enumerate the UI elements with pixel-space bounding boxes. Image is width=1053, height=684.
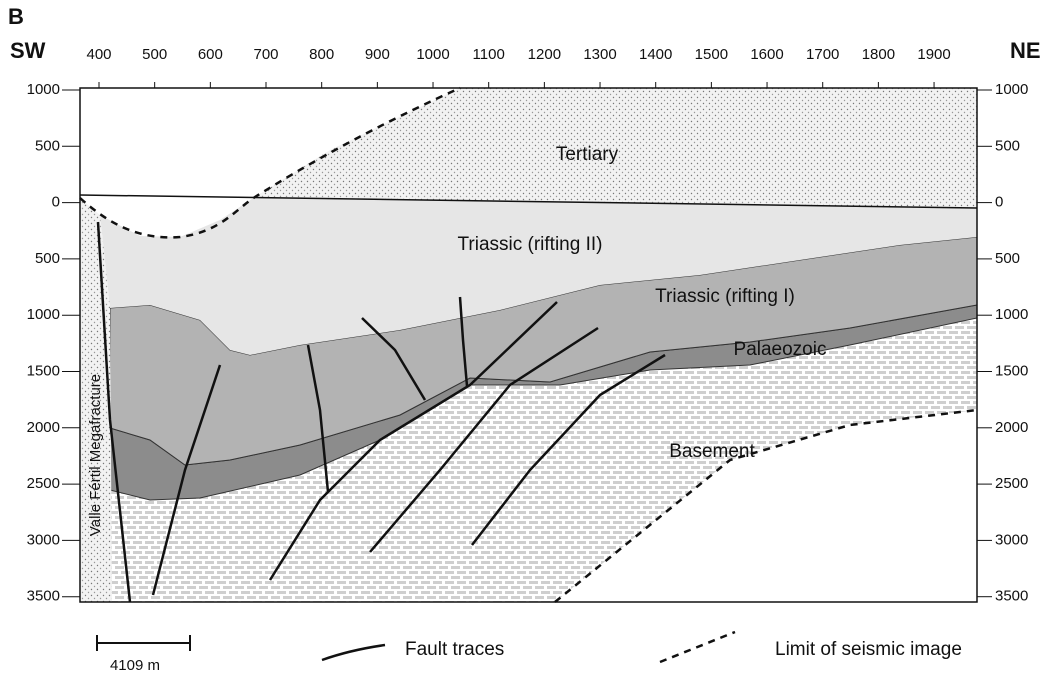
- top-tick-label: 1700: [806, 46, 839, 63]
- top-tick-label: 1800: [862, 46, 895, 63]
- right-tick-label: 500: [995, 137, 1020, 154]
- layer-label: Triassic (rifting I): [655, 286, 795, 307]
- left-tick-label: 2500: [27, 475, 60, 492]
- legend-limit: [660, 632, 735, 662]
- left-tick-label: 500: [35, 250, 60, 267]
- legend-label: Fault traces: [405, 639, 504, 660]
- top-tick-label: 1400: [639, 46, 672, 63]
- top-tick-label: 800: [309, 46, 334, 63]
- top-tick-label: 1600: [750, 46, 783, 63]
- left-tick-label: 1000: [27, 81, 60, 98]
- left-tick-label: 500: [35, 137, 60, 154]
- fracture-label: Valle Fértil Megafracture: [87, 374, 104, 536]
- top-tick-label: 500: [142, 46, 167, 63]
- top-tick-label: 400: [86, 46, 111, 63]
- top-tick-label: 700: [253, 46, 278, 63]
- left-tick-label: 1500: [27, 362, 60, 379]
- left-tick-label: 0: [52, 194, 60, 211]
- top-tick-label: 1200: [528, 46, 561, 63]
- right-tick-label: 500: [995, 250, 1020, 267]
- right-tick-label: 1500: [995, 362, 1028, 379]
- top-tick-label: 1000: [416, 46, 449, 63]
- top-tick-label: 1300: [583, 46, 616, 63]
- right-tick-label: 2500: [995, 475, 1028, 492]
- right-tick-label: 1000: [995, 81, 1028, 98]
- cross-section: B SW NE Tertiary Triassic (rifting II) T…: [0, 0, 1053, 679]
- layer-label: Tertiary: [556, 144, 619, 165]
- top-tick-label: 1100: [473, 46, 505, 63]
- top-tick-label: 1900: [917, 46, 950, 63]
- layer-label: Basement: [669, 441, 755, 462]
- left-tick-label: 3500: [27, 588, 60, 605]
- left-tick-label: 2000: [27, 419, 60, 436]
- legend: 4109 m Fault traces Limit of seismic ima…: [97, 632, 962, 674]
- left-tick-label: 3000: [27, 531, 60, 548]
- layer-label: Triassic (rifting II): [458, 234, 603, 255]
- end-label: SW: [10, 38, 46, 63]
- left-tick-label: 1000: [27, 306, 60, 323]
- legend-label: Limit of seismic image: [775, 639, 962, 660]
- top-tick-label: 1500: [695, 46, 728, 63]
- scale-label: 4109 m: [110, 657, 160, 674]
- top-tick-label: 900: [365, 46, 390, 63]
- right-tick-label: 0: [995, 194, 1003, 211]
- right-tick-label: 3000: [995, 531, 1028, 548]
- right-tick-label: 3500: [995, 588, 1028, 605]
- legend-fault: [322, 645, 385, 660]
- panel-label: B: [8, 4, 24, 29]
- layer-label: Palaeozoic: [734, 339, 827, 360]
- right-tick-label: 2000: [995, 419, 1028, 436]
- right-tick-label: 1000: [995, 306, 1028, 323]
- top-tick-label: 600: [198, 46, 223, 63]
- end-label: NE: [1010, 38, 1041, 63]
